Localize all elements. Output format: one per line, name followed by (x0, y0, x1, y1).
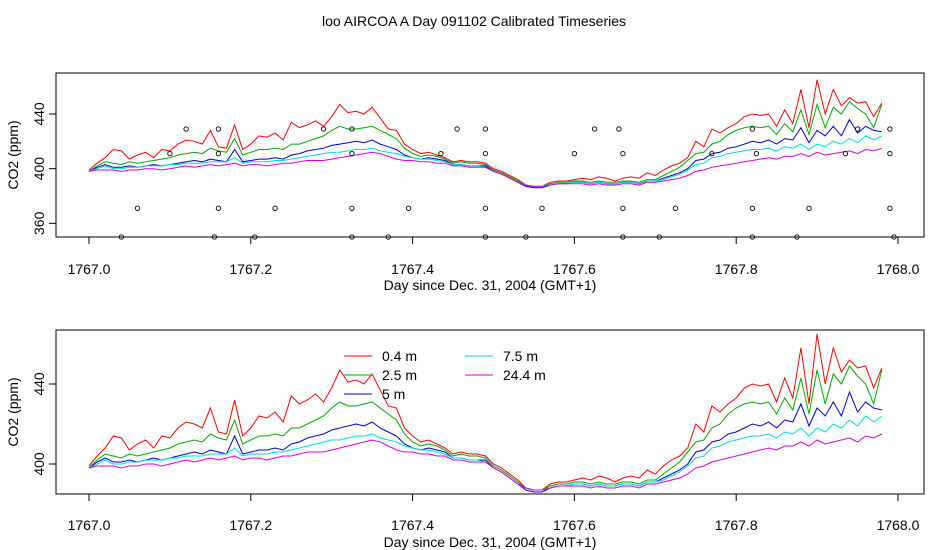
x-tick-label: 1767.4 (391, 517, 434, 533)
marker-point (454, 126, 460, 132)
x-tick-label: 1767.4 (391, 261, 434, 277)
series-line-1 (88, 100, 883, 187)
panel-bottom: 1767.0 1767.2 1767.4 1767.6 1767.8 1768.0 400 4… (5, 329, 925, 550)
marker-point (672, 205, 679, 211)
marker-point (211, 234, 218, 240)
marker-point (134, 205, 141, 211)
marker-point (539, 205, 545, 211)
marker-point (709, 150, 715, 157)
plot-frame (55, 329, 925, 495)
series-line-0-4-m (88, 333, 883, 491)
marker-point (167, 150, 173, 157)
marker-point (215, 126, 222, 132)
marker-point (349, 234, 355, 240)
marker-point (523, 234, 529, 240)
marker-point (887, 126, 893, 132)
legend-label: 5 m (382, 386, 405, 402)
marker-point (842, 150, 849, 157)
marker-point (252, 234, 258, 240)
y-tick-label: 440 (31, 372, 47, 396)
marker-point (656, 234, 662, 240)
marker-point (753, 150, 760, 157)
marker-point (620, 150, 626, 157)
x-axis-label: Day since Dec. 31, 2004 (GMT+1) (384, 277, 597, 293)
marker-point (887, 150, 893, 157)
legend-label: 2.5 m (382, 367, 417, 383)
marker-point (183, 126, 189, 132)
marker-point (482, 205, 489, 211)
marker-point (118, 234, 125, 240)
panel-top: 1767.0 1767.2 1767.4 1767.6 1767.8 1768.0 360 4… (5, 72, 925, 293)
y-axis-label: CO2 (ppm) (5, 377, 21, 446)
plot-frame (55, 72, 925, 238)
marker-point (349, 205, 355, 211)
y-tick-label: 400 (31, 452, 47, 476)
marker-point (620, 205, 626, 211)
y-tick-label: 360 (31, 211, 47, 235)
marker-point (616, 126, 622, 132)
series-line-2 (88, 118, 882, 189)
x-tick-label: 1767.6 (553, 517, 596, 533)
x-tick-label: 1767.8 (715, 517, 758, 533)
x-tick-label: 1767.2 (229, 517, 272, 533)
marker-point (482, 234, 489, 240)
y-axis-label: CO2 (ppm) (5, 120, 21, 189)
series-line-7-5-m (88, 415, 883, 491)
series-line-24-4-m (88, 433, 883, 491)
marker-point (438, 150, 444, 157)
marker-point (620, 234, 626, 240)
marker-point (749, 234, 756, 240)
marker-point (794, 234, 800, 240)
x-tick-label: 1767.6 (553, 261, 596, 277)
series-line-0 (88, 79, 883, 187)
series-line-2-5-m (88, 365, 883, 491)
y-tick-label: 400 (31, 157, 47, 181)
marker-point (320, 126, 327, 132)
marker-point (482, 126, 489, 132)
marker-point (749, 205, 756, 211)
marker-point (891, 234, 897, 240)
x-tick-label: 1767.0 (68, 517, 111, 533)
series-line-4 (88, 147, 882, 187)
marker-point (385, 234, 391, 240)
series-line-5-m (88, 390, 882, 493)
y-tick-label: 440 (31, 102, 47, 126)
marker-point (591, 126, 598, 132)
marker-point (854, 126, 861, 132)
marker-point (887, 205, 893, 211)
marker-point (215, 205, 222, 211)
legend-label: 24.4 m (503, 367, 546, 383)
legend-label: 7.5 m (503, 348, 538, 364)
x-tick-label: 1768.0 (877, 261, 920, 277)
marker-point (571, 150, 578, 157)
x-axis-label: Day since Dec. 31, 2004 (GMT+1) (384, 534, 597, 550)
marker-point (405, 205, 412, 211)
x-tick-label: 1767.2 (229, 261, 272, 277)
x-tick-label: 1767.8 (715, 261, 758, 277)
marker-point (482, 150, 489, 157)
figure-title: loo AIRCOA A Day 091102 Calibrated Times… (322, 13, 626, 29)
marker-point (349, 150, 355, 157)
marker-point (215, 150, 222, 157)
marker-point (349, 126, 355, 132)
marker-point (806, 205, 812, 211)
x-tick-label: 1768.0 (877, 517, 920, 533)
marker-point (272, 205, 278, 211)
series-line-3 (88, 135, 883, 187)
marker-point (749, 126, 756, 132)
legend-label: 0.4 m (382, 348, 417, 364)
x-tick-label: 1767.0 (68, 261, 111, 277)
